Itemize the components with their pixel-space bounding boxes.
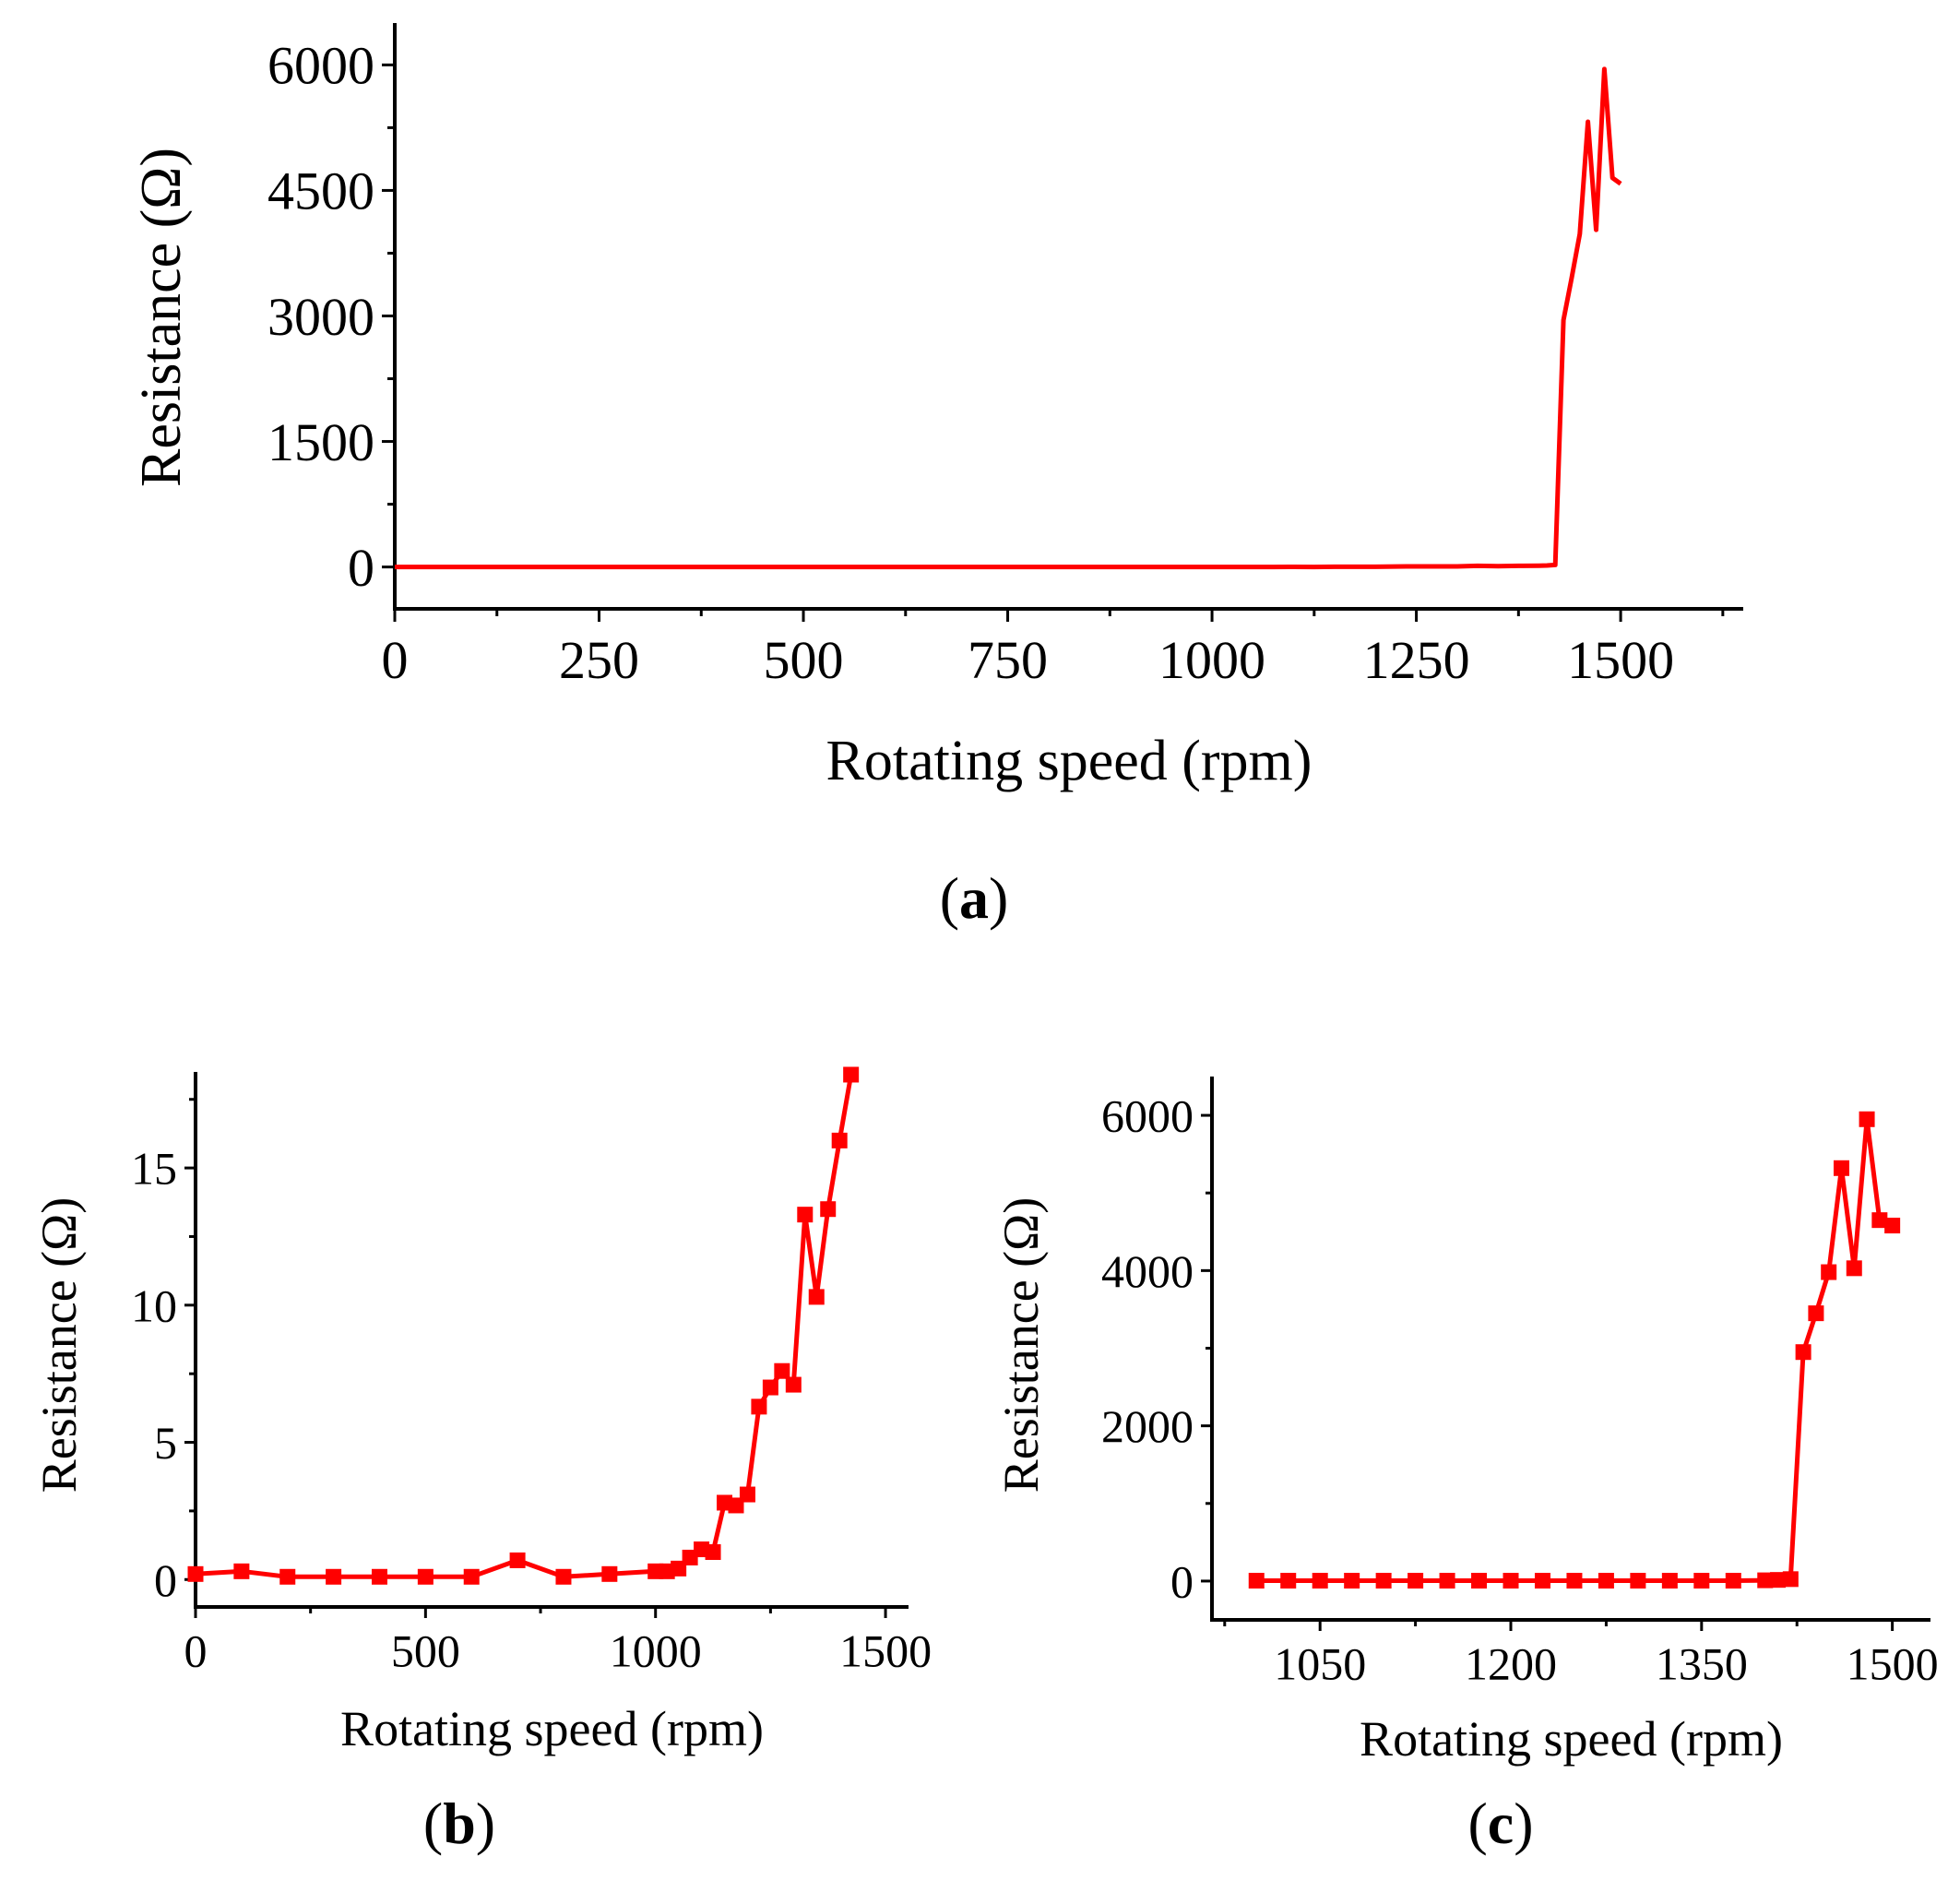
x-tick-label: 1500 [1847,1638,1939,1690]
x-axis-title: Rotating speed (rpm) [1360,1711,1783,1767]
data-point [1375,1573,1392,1589]
data-point [1503,1573,1519,1589]
data-point [601,1565,618,1582]
y-axis-title: Resistance (Ω) [993,1197,1049,1493]
data-point [1471,1573,1488,1589]
data-point [1884,1218,1901,1234]
x-tick-label: 1250 [1363,630,1470,690]
data-point [1846,1260,1862,1277]
data-point [1795,1344,1811,1361]
data-point [1661,1573,1678,1589]
data-point [1598,1573,1614,1589]
y-tick-label: 0 [154,1554,177,1606]
data-point [371,1568,387,1585]
data-point [1630,1573,1646,1589]
data-point [1693,1573,1710,1589]
data-point [843,1066,860,1083]
data-point [820,1201,837,1218]
panel-a-label: (a) [940,865,1009,931]
x-tick-label: 0 [382,630,409,690]
data-point [233,1563,250,1579]
data-point [555,1568,572,1585]
panel-b-chart: 0 500 1000 1500 0 5 10 15 Rotating speed (rpm) Re… [31,1066,932,1756]
x-tick-label: 1200 [1465,1638,1557,1690]
data-point [1871,1212,1888,1229]
data-point [785,1376,802,1393]
data-point [326,1568,342,1585]
data-point [1248,1573,1265,1589]
data-point [1770,1572,1787,1589]
x-tick-label: 1500 [1567,630,1674,690]
panel-c-chart: 1050 1200 1350 1500 0 2000 4000 6000 Rotating sp… [993,1077,1939,1767]
data-point [1757,1572,1774,1589]
data-point [463,1568,480,1585]
y-tick-label: 1500 [267,412,374,472]
x-axis-title: Rotating speed (rpm) [826,730,1313,792]
data-point [1280,1573,1297,1589]
data-point [808,1289,825,1305]
y-tick-label: 10 [131,1279,177,1331]
data-point [797,1207,814,1223]
data-point [1808,1305,1824,1322]
data-point [705,1544,721,1561]
panel-a-chart: 0 250 500 750 1000 1250 1500 0 1500 3000 4500 6000 R… [130,23,1743,792]
x-tick-label: 500 [391,1625,460,1677]
x-tick-label: 1350 [1656,1638,1748,1690]
data-point [762,1379,778,1396]
data-point [1566,1573,1583,1589]
panel-b-label: (b) [423,1791,495,1856]
data-point [1725,1573,1741,1589]
data-point [1821,1264,1837,1280]
series-line [395,66,1622,570]
x-tick-label: 0 [184,1625,208,1677]
data-point [1312,1573,1328,1589]
y-axis-title: Resistance (Ω) [130,148,193,487]
data-point [279,1568,296,1585]
x-tick-label: 250 [559,630,639,690]
data-point [417,1568,434,1585]
x-tick-label: 1050 [1274,1638,1366,1690]
data-point [187,1565,204,1582]
y-axis-title: Resistance (Ω) [31,1197,87,1493]
data-point [1439,1573,1455,1589]
x-tick-label: 1000 [1158,630,1265,690]
data-point [831,1132,848,1148]
data-point [774,1363,790,1379]
panel-c-label: (c) [1467,1791,1533,1856]
data-point [509,1552,526,1568]
data-point [1408,1573,1424,1589]
y-tick-label: 5 [154,1417,177,1469]
y-tick-label: 3000 [267,287,374,347]
x-tick-label: 1500 [839,1625,932,1677]
data-point [1859,1111,1875,1127]
y-tick-label: 0 [348,538,374,598]
x-tick-label: 750 [968,630,1048,690]
y-tick-label: 4500 [267,161,374,221]
y-tick-label: 6000 [267,36,374,96]
data-point [1534,1573,1550,1589]
x-tick-label: 1000 [610,1625,702,1677]
data-point [751,1398,767,1415]
x-axis-title: Rotating speed (rpm) [340,1701,764,1756]
data-point [1344,1573,1360,1589]
y-tick-label: 4000 [1101,1245,1194,1297]
y-tick-label: 0 [1170,1555,1194,1607]
y-tick-label: 15 [131,1143,177,1195]
y-tick-label: 2000 [1101,1400,1194,1452]
x-tick-label: 500 [764,630,844,690]
y-tick-label: 6000 [1101,1090,1194,1142]
data-point [739,1486,755,1503]
data-point [1833,1160,1849,1176]
data-point [1782,1571,1799,1588]
